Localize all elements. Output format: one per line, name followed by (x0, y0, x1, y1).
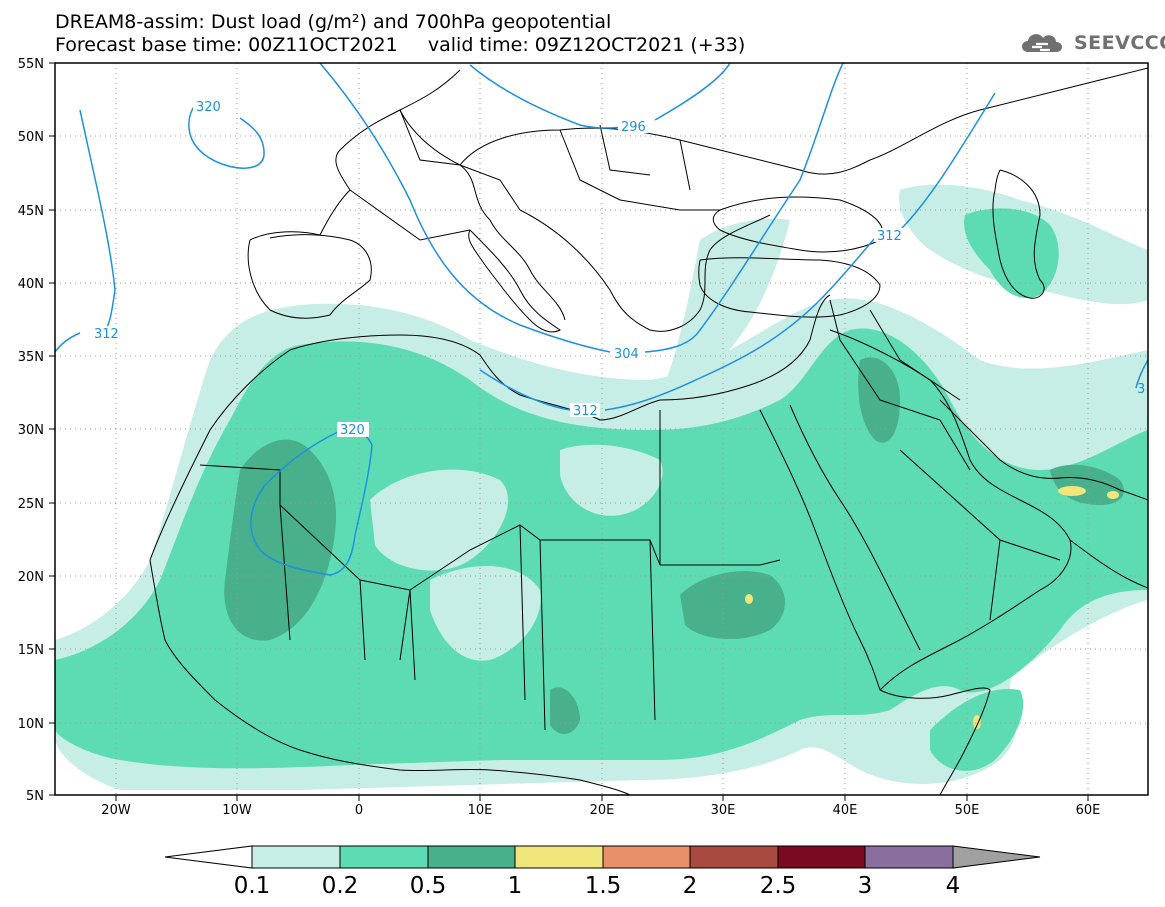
axis-ticks (49, 62, 1089, 801)
colorbar-label-1: 1 (508, 873, 523, 899)
lat-label-30n: 30N (18, 423, 44, 438)
colorbar-label-0-5: 0.5 (410, 873, 447, 899)
coastline-horn-of-africa (879, 687, 991, 795)
coastline-turkey (698, 257, 881, 318)
lat-label-5n: 5N (26, 789, 44, 804)
colorbar-swatch-0 (251, 845, 341, 869)
lat-label-10n: 10N (18, 717, 44, 732)
contour-label-312-west: 312 (94, 327, 119, 342)
borders-sahara (199, 410, 781, 731)
colorbar-label-4: 4 (946, 873, 961, 899)
latitude-labels: 55N 50N 45N 40N 35N 30N 25N 20N 15N 10N … (18, 57, 44, 804)
contour-320-north (188, 104, 265, 169)
dust-hole-chad (430, 566, 541, 661)
colorbar-swatch-6 (777, 845, 866, 869)
logo-text: SEEVCCC (1074, 32, 1165, 54)
dust-area-yellow-somalia (973, 715, 981, 729)
colorbar-label-2-5: 2.5 (760, 873, 797, 899)
lon-label-60e: 60E (1076, 803, 1101, 818)
contour-label-320-north: 320 (196, 100, 221, 115)
contour-320-sahara (250, 431, 373, 576)
contour-label-304: 304 (614, 347, 639, 362)
lon-label-10e: 10E (468, 803, 493, 818)
dust-area-dark-chad (550, 687, 580, 735)
coastline-iberia (247, 234, 372, 319)
coastline-balkans-greece (519, 209, 771, 332)
geopotential-contours (55, 63, 1148, 576)
contour-296 (469, 63, 731, 129)
lon-label-40e: 40E (833, 803, 858, 818)
contour-312-west (55, 109, 116, 353)
borders-mideast (829, 299, 1061, 621)
lat-label-35n: 35N (18, 350, 44, 365)
lon-label-20w: 20W (101, 803, 131, 818)
colorbar: 0.1 0.2 0.5 1 1.5 2 2.5 3 4 (164, 845, 1041, 899)
colorbar-swatch-3 (514, 845, 604, 869)
coastline-persian-gulf (939, 399, 1148, 501)
contour-312-middle (479, 92, 996, 411)
coastline-arabian-sea (1069, 539, 1148, 589)
lat-label-45n: 45N (18, 204, 44, 219)
lat-label-40n: 40N (18, 277, 44, 292)
dust-area-medium-caspian (964, 208, 1059, 299)
contour-label-312-south: 312 (573, 404, 598, 419)
colorbar-swatch-1 (339, 845, 429, 869)
contour-label-312-east: 312 (877, 229, 902, 244)
contour-label-320-sahara: 320 (340, 423, 365, 438)
coastlines-and-borders (149, 67, 1148, 795)
dust-hole-central-sahara (370, 469, 509, 571)
map-title: DREAM8-assim: Dust load (g/m²) and 700hP… (55, 11, 612, 33)
colorbar-swatch-5 (689, 845, 779, 869)
contour-label-group: 320 296 312 312 304 312 320 3 (91, 99, 1145, 438)
colorbar-label-3: 3 (858, 873, 873, 899)
colorbar-label-1-5: 1.5 (585, 873, 622, 899)
lon-label-20e: 20E (590, 803, 615, 818)
colorbar-label-0-1: 0.1 (234, 873, 271, 899)
forecast-times: Forecast base time: 00Z11OCT2021 valid t… (55, 34, 746, 56)
longitude-labels: 20W 10W 0 10E 20E 30E 40E 50E 60E (101, 803, 1100, 818)
contour-east-edge (1135, 359, 1148, 389)
lat-label-25n: 25N (18, 497, 44, 512)
lon-label-50e: 50E (955, 803, 980, 818)
dust-area-yellow-oman (1107, 491, 1119, 499)
coastline-italy (468, 229, 561, 333)
lat-label-15n: 15N (18, 643, 44, 658)
lat-label-50n: 50N (18, 130, 44, 145)
dust-area-yellow-sudan (745, 594, 753, 604)
cloud-logo-icon (1022, 34, 1062, 52)
colorbar-swatch-7 (864, 845, 954, 869)
contour-304 (319, 63, 844, 353)
coastline-red-sea (759, 404, 921, 691)
borders-europe (349, 109, 720, 241)
coastline-west-africa (149, 559, 631, 795)
lon-label-0: 0 (355, 803, 363, 818)
seevccc-logo: SEEVCCC (1018, 28, 1165, 58)
contour-label-296: 296 (621, 120, 646, 135)
dust-hole-libya (560, 444, 663, 516)
lat-label-55n: 55N (18, 57, 44, 72)
dust-area-medium-somalia (930, 689, 1024, 771)
dust-area-dark-arabia (858, 357, 900, 443)
coastline-europe (249, 67, 1148, 321)
colorbar-swatch-2 (427, 845, 516, 869)
colorbar-low-arrow (164, 845, 253, 869)
colorbar-high-arrow (952, 845, 1041, 869)
colorbar-swatch-4 (602, 845, 691, 869)
coastline-caspian (992, 169, 1045, 299)
lat-label-20n: 20N (18, 570, 44, 585)
colorbar-label-0-2: 0.2 (322, 873, 359, 899)
lon-label-10w: 10W (222, 803, 252, 818)
dust-area-dark-west (224, 439, 336, 641)
contour-label-east-edge: 3 (1137, 382, 1145, 397)
lon-label-30e: 30E (711, 803, 736, 818)
dust-area-yellow-gulf (1058, 486, 1086, 496)
coastline-black-sea (712, 196, 883, 253)
colorbar-label-2: 2 (683, 873, 698, 899)
dust-field (55, 184, 1148, 790)
dust-area-dark-sudan (680, 571, 785, 640)
